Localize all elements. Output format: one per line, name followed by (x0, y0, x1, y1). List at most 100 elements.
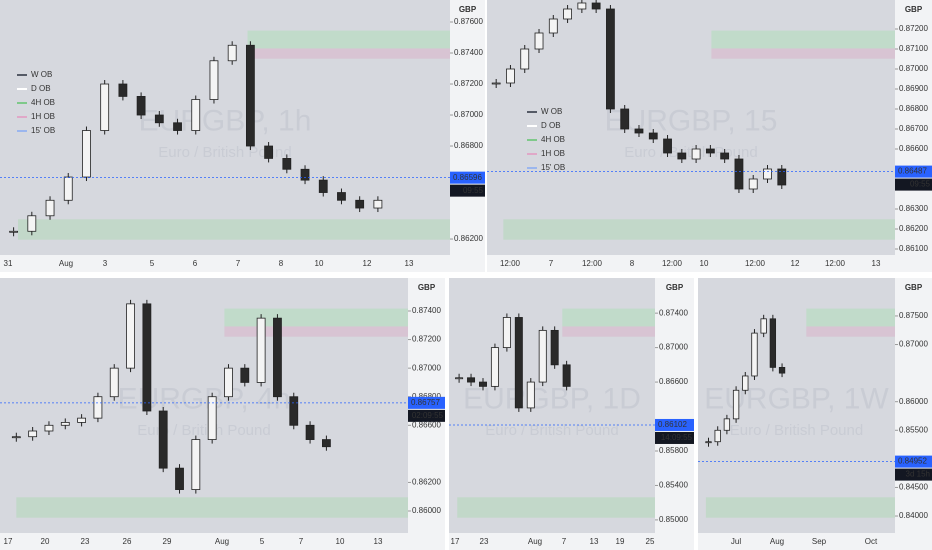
candle (191, 439, 201, 490)
countdown: 3d 15h (906, 470, 930, 479)
candle (550, 329, 559, 366)
x-tick-label: 12 (363, 259, 372, 268)
candle (28, 430, 38, 438)
candle (63, 176, 73, 201)
y-tick-label: 0.86200 (454, 234, 483, 243)
watermark: EURGBP, 1h (139, 104, 312, 137)
candle (720, 152, 730, 160)
candle (620, 108, 630, 130)
y-tick-label: 0.84500 (899, 483, 928, 492)
candle (321, 439, 331, 448)
candle (748, 178, 758, 190)
price-tag-bg (895, 455, 932, 468)
x-tick-label: Aug (528, 537, 542, 546)
legend-label: W OB (31, 70, 52, 79)
zone (562, 326, 655, 337)
x-tick-label: 19 (616, 537, 625, 546)
candle (305, 424, 315, 440)
candle (691, 148, 701, 160)
legend-label: 15' OB (31, 126, 55, 135)
zone (705, 497, 895, 518)
candle (763, 168, 772, 180)
x-tick-label: 8 (279, 259, 284, 268)
zone (457, 497, 655, 518)
price-axis (655, 278, 694, 550)
candle (44, 424, 54, 432)
y-tick-label: 0.86200 (412, 478, 441, 487)
candle (126, 303, 135, 369)
currency: GBP (666, 283, 684, 292)
x-tick-label: 13 (405, 259, 414, 268)
x-tick-label: 5 (150, 259, 155, 268)
x-tick-label: 23 (480, 537, 489, 546)
price-tag: 0.86487 (898, 167, 927, 176)
countdown-bg (450, 184, 485, 197)
price-tag: 0.86757 (411, 398, 440, 407)
price-tag-bg (895, 165, 932, 178)
candle (563, 8, 572, 20)
candle (264, 145, 274, 159)
price-tag: 0.86596 (453, 173, 482, 182)
currency: GBP (459, 5, 477, 14)
y-tick-label: 0.86300 (899, 204, 928, 213)
x-tick-label: 7 (236, 259, 241, 268)
y-tick-label: 0.86800 (412, 392, 441, 401)
x-tick-label: 29 (163, 537, 172, 546)
candle (158, 410, 168, 469)
x-tick-label: 13 (374, 537, 383, 546)
y-tick-label: 0.86800 (454, 141, 483, 150)
candle (100, 83, 110, 131)
y-tick-label: 0.86600 (412, 420, 441, 429)
y-tick-label: 0.86600 (899, 144, 928, 153)
candle (282, 158, 292, 170)
y-tick-label: 0.86000 (899, 397, 928, 406)
x-tick-label: 31 (4, 259, 13, 268)
y-tick-label: 0.87400 (454, 48, 483, 57)
y-tick-label: 0.86100 (899, 244, 928, 253)
candle (520, 48, 530, 70)
y-tick-label: 0.87200 (412, 335, 441, 344)
candle (514, 317, 523, 409)
y-tick-label: 0.86900 (899, 84, 928, 93)
currency: GBP (905, 283, 923, 292)
watermark-sub: Euro / British Pound (485, 422, 618, 439)
time-axis (449, 533, 655, 550)
time-axis (487, 255, 895, 272)
candle (467, 377, 476, 383)
x-tick-label: 25 (646, 537, 655, 546)
candle (705, 148, 715, 154)
price-tag: 0.86102 (658, 420, 687, 429)
candle (373, 199, 383, 209)
x-tick-label: 10 (315, 259, 324, 268)
candle (491, 82, 501, 85)
y-tick-label: 0.87000 (412, 363, 441, 372)
candle (606, 8, 615, 110)
candle (256, 317, 266, 383)
countdown: 09:55 (463, 186, 484, 195)
price-tag: 0.84952 (898, 457, 927, 466)
x-tick-label: 6 (193, 259, 198, 268)
legend-label: W OB (541, 107, 562, 116)
candle (118, 83, 128, 97)
candle (154, 114, 164, 124)
zone (503, 219, 895, 240)
x-tick-label: 10 (700, 259, 709, 268)
candle (355, 199, 365, 209)
y-tick-label: 0.87500 (899, 311, 928, 320)
x-tick-label: 12 (791, 259, 800, 268)
candle (82, 130, 91, 178)
candle (742, 375, 749, 391)
x-tick-label: 5 (260, 537, 265, 546)
legend-label: D OB (541, 121, 561, 130)
candle (526, 381, 535, 409)
candle (173, 122, 182, 131)
x-tick-label: 12:00 (825, 259, 846, 268)
x-tick-label: 8 (630, 259, 635, 268)
x-tick-label: 3 (103, 259, 108, 268)
candle (9, 230, 19, 233)
candle (273, 317, 282, 398)
candle (769, 318, 777, 368)
y-tick-label: 0.85500 (899, 425, 928, 434)
candle (777, 168, 787, 186)
y-tick-label: 0.86000 (412, 506, 441, 515)
